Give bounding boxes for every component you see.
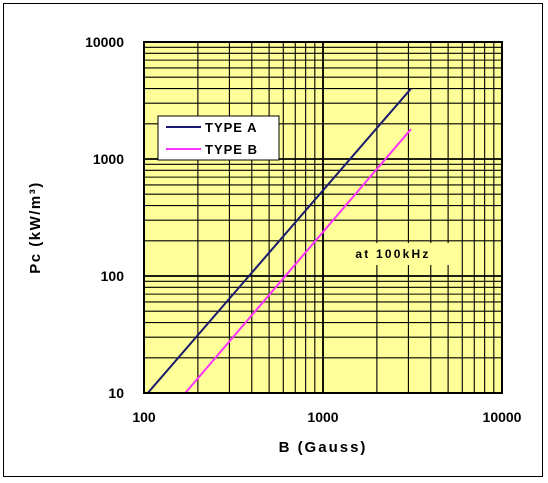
annotation-text: at 100kHz — [355, 247, 430, 261]
y-tick-label: 1000 — [93, 151, 124, 167]
y-tick-label: 100 — [101, 268, 125, 284]
x-axis-label: B (Gauss) — [279, 439, 368, 456]
legend-box — [157, 115, 280, 161]
x-tick-label: 100 — [132, 409, 156, 425]
tick-labels: 100 1000 10000 10 100 1000 10000 — [85, 34, 522, 425]
y-tick-label: 10000 — [85, 34, 124, 50]
y-tick-label: 10 — [108, 385, 124, 401]
legend: TYPE A TYPE B — [157, 115, 280, 161]
x-tick-label: 10000 — [483, 409, 522, 425]
legend-label-type-b: TYPE B — [205, 142, 258, 157]
y-axis-label: Pc (kW/m³) — [27, 181, 44, 274]
grid — [143, 41, 503, 394]
x-tick-label: 1000 — [307, 409, 338, 425]
frequency-annotation: at 100kHz — [332, 243, 454, 265]
annotation-background — [332, 243, 454, 265]
series-layer — [147, 87, 412, 394]
legend-label-type-a: TYPE A — [205, 120, 257, 135]
plot-border — [143, 41, 503, 394]
series-line-type-a — [147, 87, 412, 394]
series-line-type-b — [184, 128, 412, 394]
